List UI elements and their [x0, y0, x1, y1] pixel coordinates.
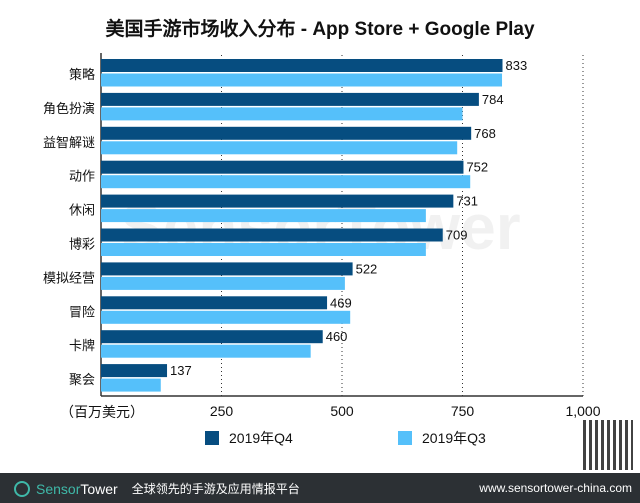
brand-part-b: Tower — [80, 480, 118, 497]
category-label: 模拟经营 — [43, 270, 95, 285]
footer-url[interactable]: www.sensortower-china.com — [479, 481, 632, 495]
footer: SensorTower 全球领先的手游及应用情报平台 www.sensortow… — [0, 473, 640, 503]
bar-q3 — [101, 243, 426, 256]
data-label: 469 — [330, 295, 352, 310]
data-label: 768 — [474, 126, 496, 141]
bar-q4 — [101, 194, 454, 208]
bar-q3 — [101, 107, 463, 121]
data-label: 137 — [170, 363, 192, 378]
sensortower-logo-icon — [14, 480, 30, 497]
category-label: 角色扮演 — [43, 101, 95, 116]
category-label: 策略 — [69, 67, 95, 82]
bar-q4 — [101, 59, 503, 72]
bar-q4 — [101, 126, 472, 140]
bar-q3 — [101, 276, 345, 290]
category-label: 益智解谜 — [43, 135, 95, 150]
legend-label-q4: 2019年Q4 — [229, 430, 293, 446]
legend-item-q4: 2019年Q4 — [205, 428, 293, 448]
data-label: 709 — [446, 228, 468, 243]
bar-q4 — [101, 364, 168, 378]
bar-q3 — [101, 175, 471, 189]
legend-swatch-q4 — [205, 431, 219, 445]
bar-q3 — [101, 209, 426, 223]
footer-tagline: 全球领先的手游及应用情报平台 — [131, 482, 300, 496]
x-tick-label: 500 — [330, 403, 354, 419]
category-label: 聚会 — [69, 372, 95, 387]
data-label: 752 — [466, 160, 488, 175]
legend-label-q3: 2019年Q3 — [422, 430, 486, 446]
bar-q4 — [101, 228, 443, 242]
bar-q4 — [101, 296, 328, 310]
category-label: 卡牌 — [69, 338, 95, 353]
x-axis-label: （百万美元） — [60, 404, 144, 420]
bar-q4 — [101, 160, 464, 174]
category-label: 休闲 — [69, 203, 95, 218]
legend-item-q3: 2019年Q3 — [398, 428, 486, 448]
bar-q4 — [101, 92, 479, 106]
bar-q3 — [101, 344, 311, 358]
chart: 250 500 750 1,000 策略 833 角色扮演 784 益智解谜 768 动作 752 休闲… — [43, 53, 601, 419]
bar-q3 — [101, 310, 351, 324]
data-label: 731 — [456, 194, 478, 209]
bar-q4 — [101, 330, 323, 344]
x-tick-label: 1,000 — [565, 403, 600, 419]
legend-swatch-q3 — [398, 431, 412, 445]
brand-part-a: Sensor — [36, 480, 81, 497]
x-tick-label: 250 — [210, 403, 234, 419]
qr-code — [583, 420, 633, 470]
x-tick-label: 750 — [451, 403, 475, 419]
data-label: 522 — [356, 261, 378, 276]
bar-q4 — [101, 262, 353, 276]
bar-q3 — [101, 378, 161, 392]
chart-title: 美国手游市场收入分布 - App Store + Google Play — [105, 19, 535, 40]
category-label: 冒险 — [69, 304, 95, 319]
category-label: 博彩 — [69, 236, 95, 251]
category-label: 动作 — [69, 169, 95, 184]
data-label: 784 — [482, 92, 504, 107]
data-label: 460 — [326, 329, 348, 344]
data-label: 833 — [506, 58, 528, 73]
bar-q3 — [101, 141, 458, 155]
bar-q3 — [101, 73, 503, 87]
